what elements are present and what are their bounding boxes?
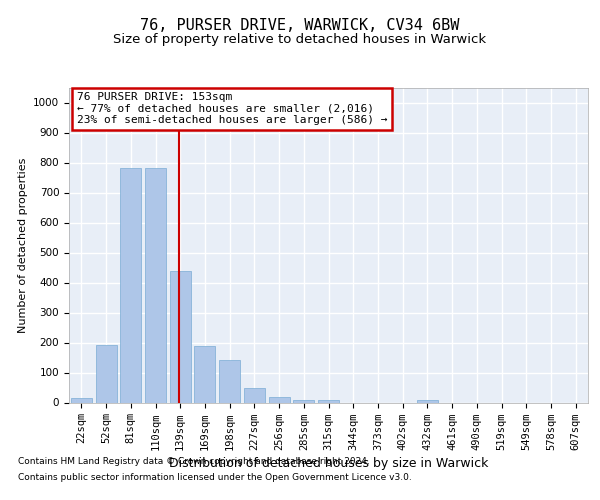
Text: Contains HM Land Registry data © Crown copyright and database right 2024.: Contains HM Land Registry data © Crown c… xyxy=(18,458,370,466)
Text: Contains public sector information licensed under the Open Government Licence v3: Contains public sector information licen… xyxy=(18,472,412,482)
Bar xyxy=(194,346,215,403)
Bar xyxy=(269,397,290,402)
X-axis label: Distribution of detached houses by size in Warwick: Distribution of detached houses by size … xyxy=(169,456,488,469)
Bar xyxy=(293,400,314,402)
Bar xyxy=(219,360,240,403)
Bar xyxy=(244,388,265,402)
Text: Size of property relative to detached houses in Warwick: Size of property relative to detached ho… xyxy=(113,32,487,46)
Text: 76, PURSER DRIVE, WARWICK, CV34 6BW: 76, PURSER DRIVE, WARWICK, CV34 6BW xyxy=(140,18,460,32)
Bar xyxy=(145,168,166,402)
Bar xyxy=(318,400,339,402)
Bar xyxy=(417,400,438,402)
Bar xyxy=(71,398,92,402)
Text: 76 PURSER DRIVE: 153sqm
← 77% of detached houses are smaller (2,016)
23% of semi: 76 PURSER DRIVE: 153sqm ← 77% of detache… xyxy=(77,92,387,126)
Bar xyxy=(95,344,116,403)
Y-axis label: Number of detached properties: Number of detached properties xyxy=(17,158,28,332)
Bar xyxy=(170,271,191,402)
Bar xyxy=(120,168,141,402)
